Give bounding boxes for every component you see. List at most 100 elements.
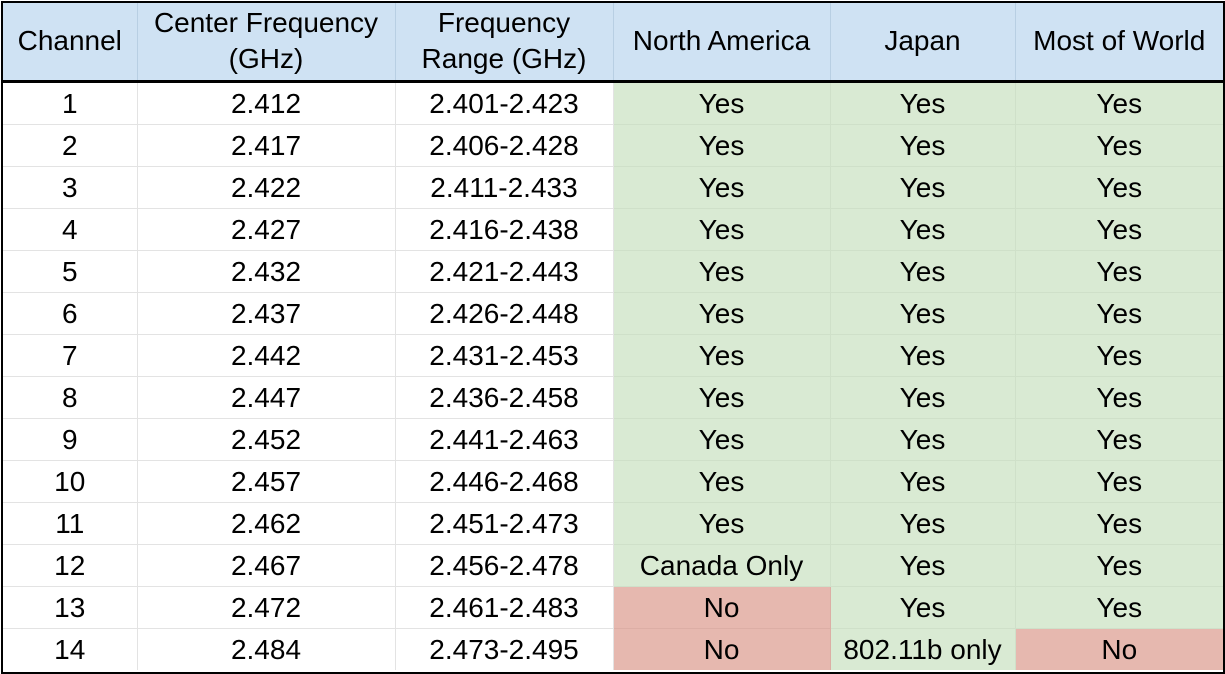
cell-frequency-range: 2.451-2.473 <box>395 502 614 545</box>
cell-north-america: No <box>613 628 831 670</box>
cell-most-of-world: Yes <box>1015 376 1223 419</box>
cell-center-frequency: 2.437 <box>137 292 396 335</box>
cell-most-of-world: Yes <box>1015 586 1223 629</box>
cell-north-america: Yes <box>613 124 831 167</box>
table-row: 7 2.442 2.431-2.453 Yes Yes Yes <box>3 334 1223 377</box>
cell-channel: 7 <box>3 334 138 377</box>
cell-center-frequency: 2.467 <box>137 544 396 587</box>
column-header-center-frequency: Center Frequency (GHz) <box>137 3 396 83</box>
cell-most-of-world: Yes <box>1015 292 1223 335</box>
column-header-japan: Japan <box>830 3 1016 83</box>
cell-north-america: Yes <box>613 376 831 419</box>
cell-channel: 9 <box>3 418 138 461</box>
cell-most-of-world: Yes <box>1015 124 1223 167</box>
cell-japan: Yes <box>830 544 1016 587</box>
cell-most-of-world: Yes <box>1015 334 1223 377</box>
cell-north-america: Canada Only <box>613 544 831 587</box>
cell-most-of-world: Yes <box>1015 166 1223 209</box>
table-row: 12 2.467 2.456-2.478 Canada Only Yes Yes <box>3 544 1223 587</box>
cell-channel: 12 <box>3 544 138 587</box>
cell-frequency-range: 2.461-2.483 <box>395 586 614 629</box>
column-header-most-of-world: Most of World <box>1015 3 1223 83</box>
column-header-north-america: North America <box>613 3 831 83</box>
cell-most-of-world: Yes <box>1015 81 1223 125</box>
cell-frequency-range: 2.446-2.468 <box>395 460 614 503</box>
table-row: 1 2.412 2.401-2.423 Yes Yes Yes <box>3 81 1223 125</box>
cell-channel: 8 <box>3 376 138 419</box>
column-header-text: Center Frequency <box>153 7 379 39</box>
cell-channel: 4 <box>3 208 138 251</box>
cell-frequency-range: 2.473-2.495 <box>395 628 614 670</box>
cell-most-of-world: Yes <box>1015 250 1223 293</box>
cell-frequency-range: 2.406-2.428 <box>395 124 614 167</box>
cell-most-of-world: Yes <box>1015 502 1223 545</box>
cell-frequency-range: 2.456-2.478 <box>395 544 614 587</box>
cell-japan: Yes <box>830 81 1016 125</box>
cell-frequency-range: 2.411-2.433 <box>395 166 614 209</box>
cell-most-of-world: Yes <box>1015 208 1223 251</box>
table-row: 2 2.417 2.406-2.428 Yes Yes Yes <box>3 124 1223 167</box>
cell-japan: Yes <box>830 586 1016 629</box>
cell-frequency-range: 2.401-2.423 <box>395 81 614 125</box>
cell-center-frequency: 2.442 <box>137 334 396 377</box>
cell-channel: 1 <box>3 81 138 125</box>
cell-japan: Yes <box>830 334 1016 377</box>
cell-frequency-range: 2.416-2.438 <box>395 208 614 251</box>
table-row: 14 2.484 2.473-2.495 No 802.11b only No <box>3 628 1223 670</box>
column-header-frequency-range: Frequency Range (GHz) <box>395 3 614 83</box>
table-body: 1 2.412 2.401-2.423 Yes Yes Yes 2 2.417 2.406-2.… <box>3 81 1223 670</box>
column-header-text: Japan <box>884 25 961 57</box>
cell-most-of-world: Yes <box>1015 460 1223 503</box>
table-row: 5 2.432 2.421-2.443 Yes Yes Yes <box>3 250 1223 293</box>
cell-center-frequency: 2.432 <box>137 250 396 293</box>
cell-center-frequency: 2.427 <box>137 208 396 251</box>
cell-most-of-world: Yes <box>1015 544 1223 587</box>
column-header-text: Frequency <box>437 7 571 39</box>
cell-north-america: Yes <box>613 208 831 251</box>
column-header-text: Range (GHz) <box>421 43 587 75</box>
cell-most-of-world: Yes <box>1015 418 1223 461</box>
cell-center-frequency: 2.484 <box>137 628 396 670</box>
wifi-channel-table: Channel Center Frequency (GHz) Frequency Ran… <box>3 3 1223 670</box>
cell-channel: 11 <box>3 502 138 545</box>
cell-north-america: Yes <box>613 250 831 293</box>
cell-frequency-range: 2.431-2.453 <box>395 334 614 377</box>
cell-north-america: Yes <box>613 166 831 209</box>
cell-frequency-range: 2.436-2.458 <box>395 376 614 419</box>
column-header-text: Channel <box>17 25 122 57</box>
column-header-text: (GHz) <box>228 43 304 75</box>
cell-japan: Yes <box>830 250 1016 293</box>
cell-center-frequency: 2.417 <box>137 124 396 167</box>
cell-center-frequency: 2.412 <box>137 81 396 125</box>
table-row: 11 2.462 2.451-2.473 Yes Yes Yes <box>3 502 1223 545</box>
cell-north-america: Yes <box>613 81 831 125</box>
cell-north-america: No <box>613 586 831 629</box>
table-row: 9 2.452 2.441-2.463 Yes Yes Yes <box>3 418 1223 461</box>
cell-channel: 3 <box>3 166 138 209</box>
table-row: 8 2.447 2.436-2.458 Yes Yes Yes <box>3 376 1223 419</box>
table-row: 10 2.457 2.446-2.468 Yes Yes Yes <box>3 460 1223 503</box>
table-row: 4 2.427 2.416-2.438 Yes Yes Yes <box>3 208 1223 251</box>
cell-north-america: Yes <box>613 334 831 377</box>
cell-center-frequency: 2.457 <box>137 460 396 503</box>
table-row: 3 2.422 2.411-2.433 Yes Yes Yes <box>3 166 1223 209</box>
cell-japan: Yes <box>830 376 1016 419</box>
table-row: 6 2.437 2.426-2.448 Yes Yes Yes <box>3 292 1223 335</box>
cell-japan: Yes <box>830 124 1016 167</box>
cell-japan: Yes <box>830 502 1016 545</box>
cell-frequency-range: 2.441-2.463 <box>395 418 614 461</box>
cell-japan: Yes <box>830 292 1016 335</box>
cell-north-america: Yes <box>613 292 831 335</box>
cell-channel: 14 <box>3 628 138 670</box>
cell-japan: Yes <box>830 208 1016 251</box>
cell-japan: Yes <box>830 166 1016 209</box>
cell-center-frequency: 2.447 <box>137 376 396 419</box>
cell-center-frequency: 2.422 <box>137 166 396 209</box>
cell-channel: 5 <box>3 250 138 293</box>
cell-japan: Yes <box>830 418 1016 461</box>
cell-center-frequency: 2.472 <box>137 586 396 629</box>
cell-frequency-range: 2.421-2.443 <box>395 250 614 293</box>
column-header-text: Most of World <box>1033 25 1206 57</box>
cell-japan: 802.11b only <box>830 628 1016 670</box>
